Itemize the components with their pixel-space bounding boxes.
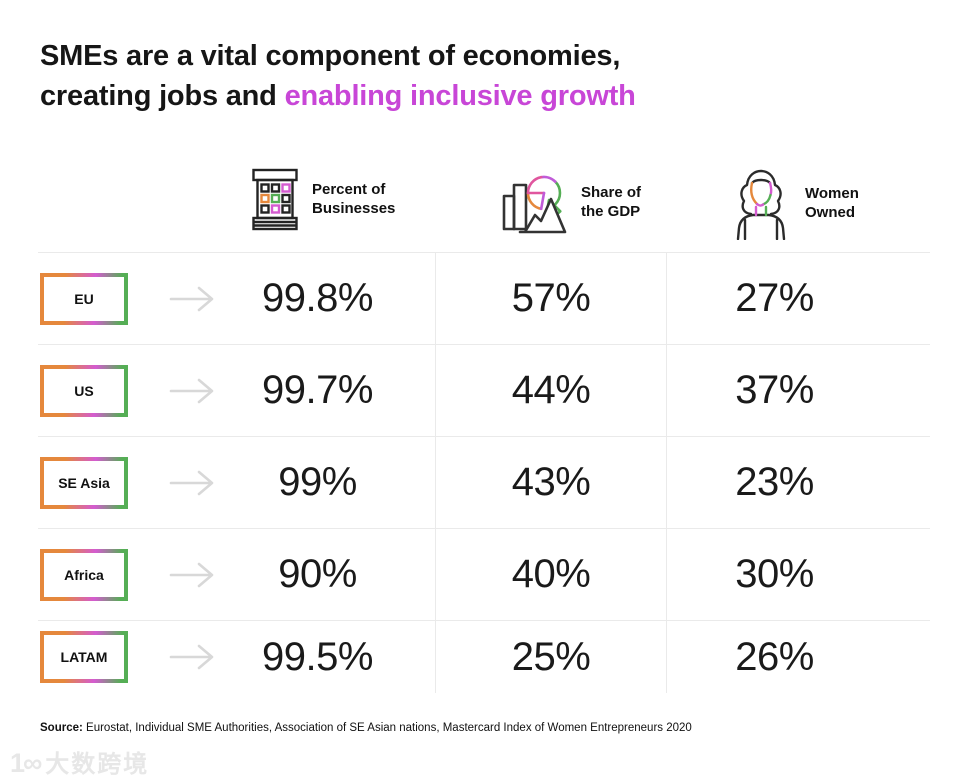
- region-badge: US: [40, 364, 128, 417]
- cell-region-and-percent-of-businesses: US 99.7%: [38, 345, 435, 437]
- watermark-logo: 1∞: [10, 748, 42, 778]
- cell-share-of-gdp: 25%: [435, 621, 666, 693]
- arrow-right-icon: [169, 644, 214, 670]
- region-badge: Africa: [40, 548, 128, 601]
- cell-women-owned: 37%: [666, 345, 930, 437]
- source-note: Source: Eurostat, Individual SME Authori…: [40, 722, 692, 734]
- cell-region-and-percent-of-businesses: LATAM 99.5%: [38, 621, 435, 693]
- cell-share-of-gdp: 43%: [435, 437, 666, 529]
- cell-share-of-gdp: 57%: [435, 253, 666, 345]
- cell-women-owned: 23%: [666, 437, 930, 529]
- title-line-2: creating jobs and enabling inclusive gro…: [40, 76, 636, 116]
- charts-icon: [502, 175, 567, 234]
- value-percent-of-businesses: 99.5%: [262, 634, 373, 679]
- cell-women-owned: 27%: [666, 253, 930, 345]
- value-percent-of-businesses: 99%: [278, 460, 357, 504]
- value-women-owned: 26%: [735, 634, 814, 679]
- title-line-1: SMEs are a vital component of economies,: [40, 40, 621, 72]
- source-text: Eurostat, Individual SME Authorities, As…: [82, 722, 692, 734]
- watermark: 1∞ 大数跨境: [10, 744, 149, 779]
- cell-share-of-gdp: 44%: [435, 345, 666, 437]
- value-share-of-gdp: 25%: [511, 634, 591, 679]
- cell-women-owned: 30%: [666, 529, 930, 621]
- region-badge: SE Asia: [40, 456, 128, 509]
- cell-region-and-percent-of-businesses: EU 99.8%: [38, 253, 435, 345]
- region-badge-label: Africa: [44, 552, 124, 597]
- cell-share-of-gdp: 40%: [435, 529, 666, 621]
- source-label: Source:: [40, 722, 83, 734]
- page-title: SMEs are a vital component of economies,…: [40, 36, 636, 116]
- building-icon: [252, 168, 298, 231]
- column-header-percent-of-businesses: Percent of Businesses: [250, 166, 395, 232]
- arrow-right-icon: [169, 286, 214, 311]
- column-header-label: Women Owned: [805, 184, 859, 222]
- value-women-owned: 23%: [735, 460, 814, 504]
- watermark-name: 大数跨境: [45, 751, 150, 778]
- value-women-owned: 27%: [735, 276, 814, 320]
- cell-region-and-percent-of-businesses: SE Asia 99%: [38, 437, 435, 529]
- region-badge: LATAM: [40, 631, 128, 683]
- value-women-owned: 37%: [735, 368, 814, 412]
- value-share-of-gdp: 40%: [511, 552, 591, 596]
- title-highlight: enabling inclusive growth: [284, 80, 636, 113]
- data-table: EU 99.8% 57% 27% US: [38, 252, 930, 693]
- region-badge: EU: [40, 272, 128, 325]
- arrow-right-icon: [169, 562, 214, 587]
- region-badge-label: US: [44, 368, 124, 413]
- region-badge-label: LATAM: [44, 635, 124, 679]
- title-line-2-prefix: creating jobs and: [40, 80, 285, 113]
- value-share-of-gdp: 43%: [511, 460, 591, 504]
- arrow-right-icon: [169, 470, 214, 495]
- column-header-share-of-gdp: Share of the GDP: [497, 166, 641, 238]
- column-header-women-owned: Women Owned: [729, 166, 859, 240]
- value-percent-of-businesses: 99.8%: [262, 276, 373, 320]
- region-badge-label: EU: [44, 276, 124, 321]
- arrow-right-icon: [169, 378, 214, 403]
- value-share-of-gdp: 57%: [511, 276, 591, 320]
- value-women-owned: 30%: [735, 552, 814, 596]
- value-percent-of-businesses: 90%: [278, 552, 357, 596]
- cell-women-owned: 26%: [666, 621, 930, 693]
- value-percent-of-businesses: 99.7%: [262, 368, 373, 412]
- value-share-of-gdp: 44%: [511, 368, 591, 412]
- column-header-label: Share of the GDP: [581, 183, 642, 221]
- region-badge-label: SE Asia: [44, 460, 124, 505]
- woman-icon: [736, 169, 786, 240]
- column-header-label: Percent of Businesses: [312, 180, 396, 218]
- cell-region-and-percent-of-businesses: Africa 90%: [38, 529, 435, 621]
